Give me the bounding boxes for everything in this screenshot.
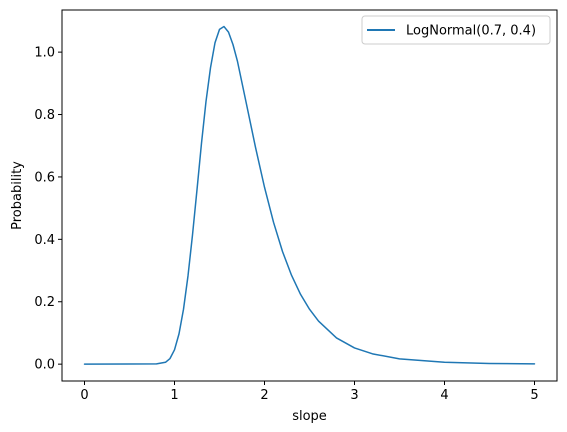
legend-label: LogNormal(0.7, 0.4) xyxy=(406,24,536,39)
y-tick-label: 0.4 xyxy=(34,233,55,248)
y-axis: 0.0 0.2 0.4 0.6 0.8 1.0 xyxy=(34,46,62,373)
legend-box xyxy=(361,15,551,45)
series-line-0 xyxy=(83,25,536,365)
x-tick-label: 1 xyxy=(170,388,178,403)
y-tick-label: 0.8 xyxy=(34,108,55,123)
y-tick-label: 1.0 xyxy=(34,46,55,61)
y-tick-label: 0.6 xyxy=(34,170,55,185)
series-line-group xyxy=(83,25,536,365)
x-tick-label: 2 xyxy=(260,388,268,403)
x-tick-label: 4 xyxy=(440,388,448,403)
x-axis: 0 1 2 3 4 5 xyxy=(80,381,539,403)
x-tick-label: 0 xyxy=(80,388,88,403)
x-tick-label: 3 xyxy=(350,388,358,403)
y-tick-label: 0.2 xyxy=(34,295,55,310)
x-tick-label: 5 xyxy=(530,388,538,403)
y-axis-title: Probability xyxy=(10,161,25,230)
legend: LogNormal(0.7, 0.4) xyxy=(361,15,551,45)
plot-area-frame xyxy=(61,9,558,382)
y-tick-label: 0.0 xyxy=(34,358,55,373)
x-axis-title: slope xyxy=(292,409,327,424)
